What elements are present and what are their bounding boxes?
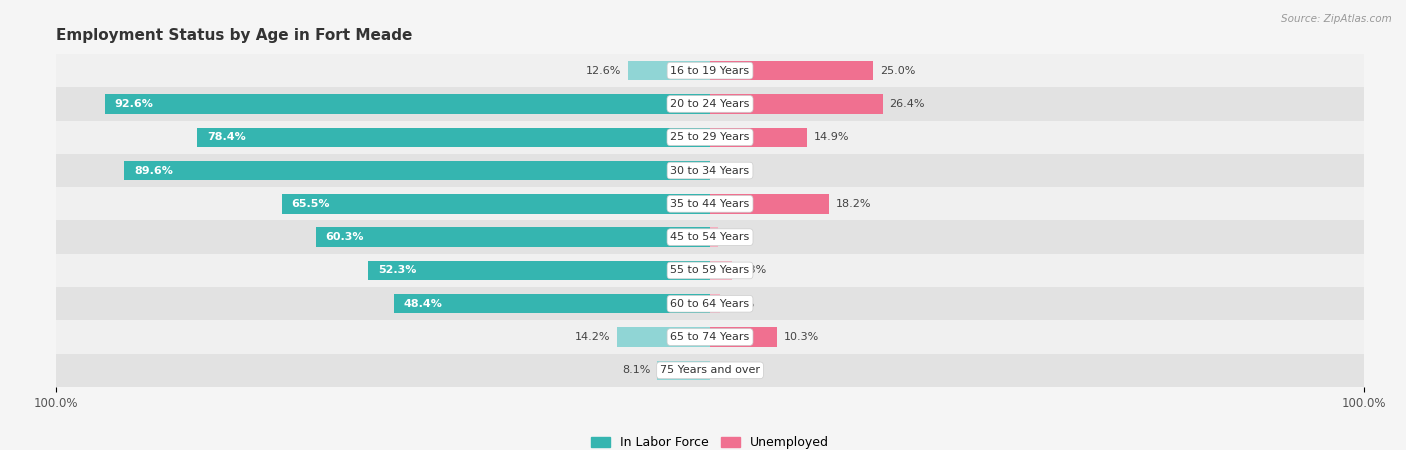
Text: 14.2%: 14.2% bbox=[575, 332, 610, 342]
Text: 35 to 44 Years: 35 to 44 Years bbox=[671, 199, 749, 209]
Bar bbox=[124, 161, 710, 180]
Text: 0.0%: 0.0% bbox=[717, 365, 745, 375]
Text: 55 to 59 Years: 55 to 59 Years bbox=[671, 266, 749, 275]
Text: 78.4%: 78.4% bbox=[207, 132, 246, 142]
Text: 60 to 64 Years: 60 to 64 Years bbox=[671, 299, 749, 309]
Bar bbox=[56, 220, 1364, 254]
Text: 25 to 29 Years: 25 to 29 Years bbox=[671, 132, 749, 142]
Text: 52.3%: 52.3% bbox=[378, 266, 416, 275]
Bar bbox=[56, 154, 1364, 187]
Text: 0.0%: 0.0% bbox=[717, 166, 745, 176]
Text: 65.5%: 65.5% bbox=[291, 199, 330, 209]
Text: 18.2%: 18.2% bbox=[835, 199, 872, 209]
Text: 1.6%: 1.6% bbox=[727, 299, 755, 309]
Bar bbox=[657, 361, 710, 380]
Text: 8.1%: 8.1% bbox=[623, 365, 651, 375]
Bar bbox=[56, 287, 1364, 320]
Text: 3.3%: 3.3% bbox=[738, 266, 766, 275]
Bar bbox=[710, 128, 807, 147]
Bar bbox=[56, 87, 1364, 121]
Bar bbox=[710, 61, 873, 80]
Text: Employment Status by Age in Fort Meade: Employment Status by Age in Fort Meade bbox=[56, 28, 412, 43]
Text: 45 to 54 Years: 45 to 54 Years bbox=[671, 232, 749, 242]
Text: 60.3%: 60.3% bbox=[326, 232, 364, 242]
Text: 65 to 74 Years: 65 to 74 Years bbox=[671, 332, 749, 342]
Bar bbox=[56, 354, 1364, 387]
Text: 25.0%: 25.0% bbox=[880, 66, 915, 76]
Bar bbox=[710, 294, 720, 313]
Bar bbox=[56, 320, 1364, 354]
Text: 26.4%: 26.4% bbox=[889, 99, 925, 109]
Bar bbox=[710, 94, 883, 113]
Text: 10.3%: 10.3% bbox=[785, 332, 820, 342]
Legend: In Labor Force, Unemployed: In Labor Force, Unemployed bbox=[586, 431, 834, 450]
Text: 14.9%: 14.9% bbox=[814, 132, 849, 142]
Text: 16 to 19 Years: 16 to 19 Years bbox=[671, 66, 749, 76]
Bar bbox=[710, 261, 731, 280]
Bar bbox=[281, 194, 710, 213]
Bar bbox=[710, 194, 830, 213]
Bar bbox=[56, 54, 1364, 87]
Text: 89.6%: 89.6% bbox=[134, 166, 173, 176]
Text: Source: ZipAtlas.com: Source: ZipAtlas.com bbox=[1281, 14, 1392, 23]
Text: 48.4%: 48.4% bbox=[404, 299, 443, 309]
Text: 75 Years and over: 75 Years and over bbox=[659, 365, 761, 375]
Bar bbox=[56, 254, 1364, 287]
Bar bbox=[627, 61, 710, 80]
Bar bbox=[710, 228, 718, 247]
Text: 12.6%: 12.6% bbox=[586, 66, 621, 76]
Bar bbox=[368, 261, 710, 280]
Bar bbox=[617, 328, 710, 346]
Text: 1.2%: 1.2% bbox=[724, 232, 752, 242]
Bar bbox=[197, 128, 710, 147]
Bar bbox=[104, 94, 710, 113]
Text: 30 to 34 Years: 30 to 34 Years bbox=[671, 166, 749, 176]
Bar bbox=[56, 187, 1364, 220]
Bar bbox=[316, 228, 710, 247]
Bar bbox=[56, 121, 1364, 154]
Text: 20 to 24 Years: 20 to 24 Years bbox=[671, 99, 749, 109]
Bar bbox=[710, 328, 778, 346]
Text: 92.6%: 92.6% bbox=[114, 99, 153, 109]
Bar bbox=[394, 294, 710, 313]
